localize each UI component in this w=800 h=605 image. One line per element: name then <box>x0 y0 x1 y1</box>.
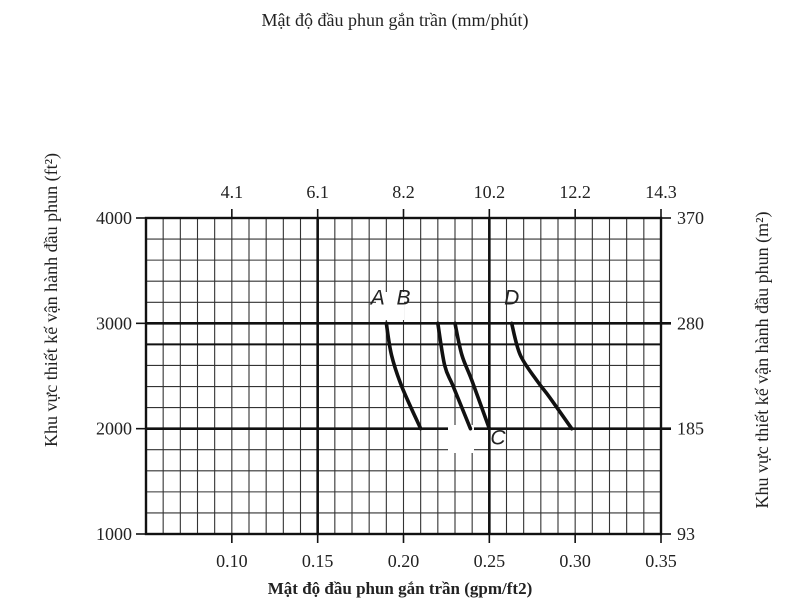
x-top-tick-label: 8.2 <box>392 182 415 202</box>
y-axis-label: Khu vực thiết kế vận hành đầu phun (ft²) <box>41 153 62 447</box>
y-right-tick-label: 93 <box>677 524 695 544</box>
x-top-tick-label: 14.3 <box>645 182 677 202</box>
y-tick-label: 2000 <box>96 419 132 439</box>
x-top-tick-label: 6.1 <box>306 182 329 202</box>
x-top-tick-label: 12.2 <box>559 182 591 202</box>
label-background <box>376 292 404 320</box>
x-tick-label: 0.20 <box>388 551 420 571</box>
x-tick-label: 0.30 <box>559 551 591 571</box>
curve-c <box>453 321 492 431</box>
curve-label-b: B <box>396 286 410 309</box>
y-right-tick-label: 185 <box>677 419 704 439</box>
curve-d <box>509 321 574 431</box>
y-right-tick-label: 370 <box>677 208 704 228</box>
x-tick-label: 0.25 <box>474 551 506 571</box>
curve-b <box>436 321 473 431</box>
curve-label-d: D <box>504 286 519 309</box>
y-tick-label: 1000 <box>96 524 132 544</box>
y-axis-label-right: Khu vực thiết kế vận hành đầu phun (m²) <box>752 211 773 508</box>
x-tick-label: 0.10 <box>216 551 248 571</box>
x-axis-label: Mật độ đầu phun gắn trần (gpm/ft2) <box>268 579 533 598</box>
curve-label-a: A <box>369 286 385 309</box>
x-tick-label: 0.15 <box>302 551 334 571</box>
curve-a <box>384 321 423 431</box>
y-tick-label: 3000 <box>96 313 132 333</box>
chart-title: Mật độ đầu phun gắn trần (mm/phút) <box>262 10 529 31</box>
curve-label-c: C <box>490 426 506 449</box>
x-top-tick-label: 10.2 <box>474 182 506 202</box>
x-top-tick-label: 4.1 <box>221 182 244 202</box>
x-tick-label: 0.35 <box>645 551 677 571</box>
plot-area: 0.10 0.15 0.20 0.25 0.30 0.35 4.1 6.1 8.2 10.2 12.… <box>96 182 704 571</box>
y-tick-label: 4000 <box>96 208 132 228</box>
y-right-tick-label: 280 <box>677 313 704 333</box>
